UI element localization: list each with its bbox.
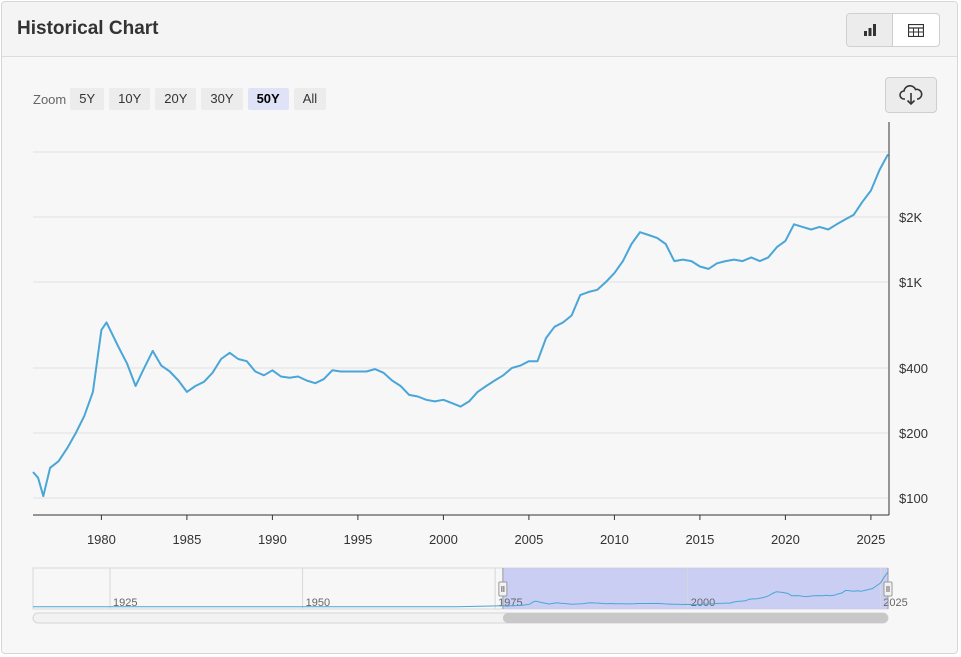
x-axis: 1980 1985 1990 1995 2000 2005 2010 2015 2020 2025 [87, 515, 885, 547]
zoom-selector: Zoom 5Y 10Y 20Y 30Y 50Y All [33, 88, 331, 110]
grid-lines [33, 122, 890, 516]
y-tick-label: $200 [899, 426, 928, 441]
navigator-tick-label: 1975 [498, 597, 522, 609]
navigator-tick-label: 2025 [883, 597, 907, 609]
x-tick-label: 1985 [172, 532, 201, 547]
scrollbar-thumb[interactable] [502, 613, 888, 623]
x-tick-label: 2020 [771, 532, 800, 547]
x-tick-label: 2025 [856, 532, 885, 547]
zoom-10y-button[interactable]: 10Y [109, 88, 151, 110]
y-tick-label: $400 [899, 361, 928, 376]
y-tick-label: $1K [899, 275, 922, 290]
y-tick-label: $100 [899, 491, 928, 506]
navigator-left-handle[interactable] [498, 581, 508, 597]
navigator-tick-label: 1950 [306, 597, 330, 609]
navigator[interactable]: 1925 1950 1975 2000 2025 [32, 567, 908, 624]
view-toggle [846, 13, 940, 47]
y-axis: $100 $200 $400 $1K $2K [899, 210, 928, 506]
bar-chart-icon [863, 24, 876, 36]
chart-view-button[interactable] [847, 14, 893, 46]
download-button[interactable] [885, 77, 937, 113]
x-tick-label: 2000 [429, 532, 458, 547]
zoom-50y-button[interactable]: 50Y [247, 88, 289, 110]
x-tick-label: 1980 [87, 532, 116, 547]
cloud-download-icon [899, 85, 923, 106]
navigator-series-line [32, 571, 889, 608]
zoom-30y-button[interactable]: 30Y [201, 88, 243, 110]
page-title: Historical Chart [17, 18, 159, 39]
zoom-label: Zoom [33, 91, 67, 107]
x-tick-label: 2005 [514, 532, 543, 547]
navigator-tick-label: 1925 [113, 597, 137, 609]
table-icon [908, 23, 924, 37]
x-tick-label: 1990 [258, 532, 287, 547]
y-tick-label: $2K [899, 210, 922, 225]
x-tick-label: 1995 [343, 532, 372, 547]
navigator-selection[interactable] [502, 568, 888, 609]
series-layer [32, 153, 889, 498]
x-tick-label: 2015 [685, 532, 714, 547]
navigator-tick-label: 2000 [691, 597, 715, 609]
navigator-right-handle[interactable] [883, 581, 893, 597]
x-tick-label: 2010 [600, 532, 629, 547]
zoom-20y-button[interactable]: 20Y [155, 88, 197, 110]
zoom-5y-button[interactable]: 5Y [70, 88, 105, 110]
zoom-all-button[interactable]: All [293, 88, 327, 110]
price-series-line [32, 153, 889, 498]
table-view-button[interactable] [893, 14, 939, 46]
card-header: Historical Chart [2, 2, 957, 57]
